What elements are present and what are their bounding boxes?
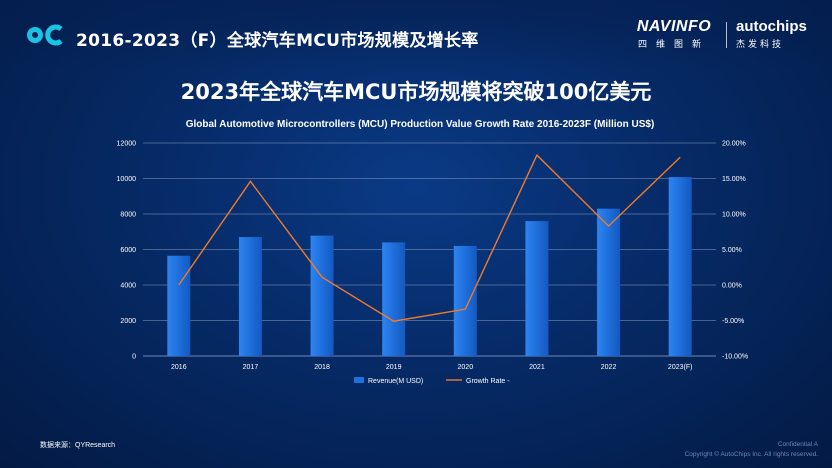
x-tick-label: 2023(F) bbox=[668, 364, 693, 371]
chart-title: Global Automotive Microcontrollers (MCU)… bbox=[186, 119, 655, 130]
y-right-tick-label: 10.00% bbox=[722, 212, 746, 219]
autochips-name: autochips bbox=[736, 18, 807, 35]
x-tick-label: 2019 bbox=[386, 364, 402, 371]
y-left-tick-label: 8000 bbox=[120, 212, 136, 219]
navinfo-logo: NAVINFO 四维图新 bbox=[628, 18, 720, 50]
x-tick-label: 2017 bbox=[243, 364, 259, 371]
bar bbox=[597, 208, 621, 356]
y-right-tick-label: -5.00% bbox=[722, 318, 744, 325]
copyright-text: Copyright © AutoChips Inc. All rights re… bbox=[684, 451, 818, 458]
header-band bbox=[0, 0, 832, 70]
y-right-tick-label: 0.00% bbox=[722, 283, 742, 290]
legend-label-growth: Growth Rate - bbox=[466, 378, 510, 385]
x-tick-label: 2018 bbox=[314, 364, 330, 371]
x-tick-label: 2021 bbox=[529, 364, 545, 371]
confidential-label: Confidential A bbox=[777, 441, 818, 448]
data-source: 数据来源：QYResearch bbox=[40, 442, 116, 449]
bar bbox=[525, 221, 549, 356]
bar bbox=[310, 235, 334, 356]
y-right-tick-label: -10.00% bbox=[722, 354, 748, 361]
slide-title: 2016-2023（F）全球汽车MCU市场规模及增长率 bbox=[76, 31, 479, 51]
bar bbox=[668, 177, 692, 356]
mcu-chart: Global Automotive Microcontrollers (MCU)… bbox=[117, 119, 749, 385]
bar bbox=[167, 255, 191, 356]
y-left-tick-label: 2000 bbox=[120, 318, 136, 325]
growth-rate-line bbox=[178, 153, 681, 322]
brand-divider bbox=[726, 22, 727, 48]
x-tick-label: 2022 bbox=[601, 364, 617, 371]
chart-legend: Revenue(M USD) Growth Rate - bbox=[354, 377, 510, 385]
bar-series bbox=[167, 177, 692, 356]
confidential-notice: Confidential A Copyright © AutoChips Inc… bbox=[685, 440, 818, 460]
autochips-logo: autochips 杰发科技 bbox=[736, 18, 816, 50]
line-series bbox=[178, 153, 681, 322]
y-left-tick-label: 6000 bbox=[120, 247, 136, 254]
y-right-tick-label: 5.00% bbox=[722, 247, 742, 254]
navinfo-subtitle: 四维图新 bbox=[637, 39, 710, 49]
chart-axes: 0 2000 4000 6000 8000 10000 12000 -10.00% -5.00%… bbox=[117, 141, 749, 372]
chart-grid bbox=[143, 142, 716, 357]
y-left-tick-label: 10000 bbox=[117, 176, 137, 183]
autochips-subtitle: 杰发科技 bbox=[736, 39, 785, 49]
bar bbox=[238, 237, 262, 356]
y-right-tick-label: 20.00% bbox=[722, 141, 746, 148]
bar bbox=[453, 245, 477, 356]
oc-logo-icon bbox=[27, 24, 63, 46]
headline: 2023年全球汽车MCU市场规模将突破100亿美元 bbox=[180, 80, 652, 104]
y-left-tick-label: 12000 bbox=[117, 141, 137, 148]
legend-swatch-revenue bbox=[354, 377, 364, 383]
legend-label-revenue: Revenue(M USD) bbox=[368, 378, 423, 385]
x-tick-label: 2020 bbox=[458, 364, 474, 371]
y-left-tick-label: 4000 bbox=[120, 283, 136, 290]
navinfo-name: NAVINFO bbox=[636, 18, 712, 35]
y-left-tick-label: 0 bbox=[132, 354, 136, 361]
y-right-tick-label: 15.00% bbox=[722, 176, 746, 183]
bar bbox=[382, 242, 406, 356]
x-tick-label: 2016 bbox=[171, 364, 187, 371]
